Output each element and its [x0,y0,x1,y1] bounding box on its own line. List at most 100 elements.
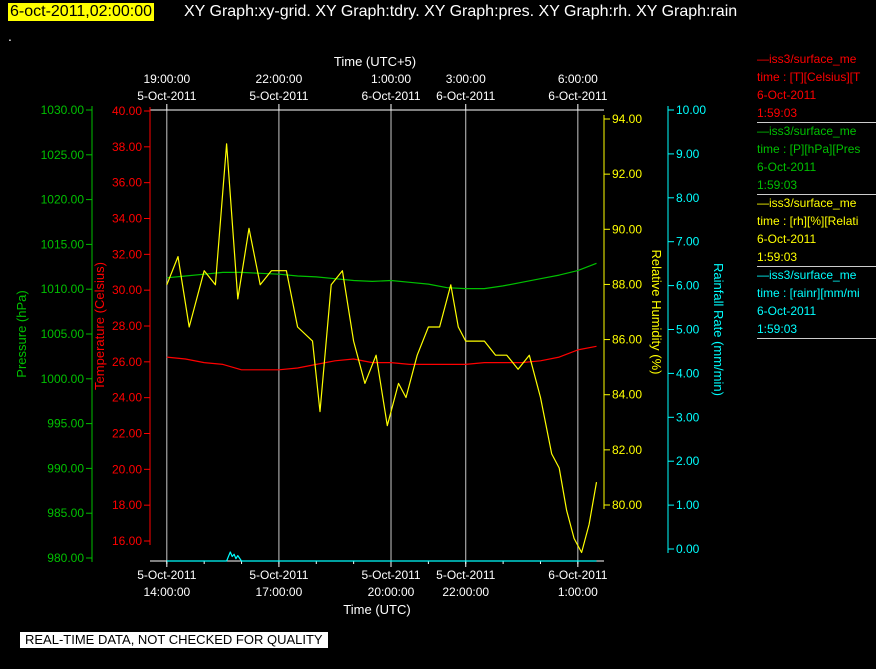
pressure-tick-label: 990.00 [47,461,84,475]
quality-warning-banner: REAL-TIME DATA, NOT CHECKED FOR QUALITY [20,632,328,648]
grid-lines [166,110,579,561]
humidity-tick-label: 92.00 [612,167,642,181]
legend-line: —iss3/surface_me [757,268,857,282]
legend-line: —iss3/surface_me [757,196,857,210]
humidity-tick-label: 80.00 [612,498,642,512]
humidity-tick-label: 86.00 [612,333,642,347]
pressure-tick-label: 1015.00 [41,237,85,251]
rain-series-line [166,551,597,562]
rainfall-tick-label: 5.00 [676,323,700,337]
top-tick-label: 19:00:00 [143,72,190,86]
humidity-axis-label: Relative Humidity (%) [649,250,664,375]
header-dot: . [8,28,12,44]
bottom-tick-label: 6-Oct-2011 [548,568,607,582]
top-tick-label: 6-Oct-2011 [436,89,495,103]
legend-line: 1:59:03 [757,250,798,264]
rainfall-tick-label: 6.00 [676,279,700,293]
pressure-tick-label: 1030.00 [41,103,85,117]
pressure-tick-label: 1000.00 [41,372,85,386]
rainfall-tick-label: 3.00 [676,410,700,424]
bottom-tick-label: 1:00:00 [558,585,598,599]
bottom-tick-label: 5-Oct-2011 [436,568,495,582]
header-graph-list: XY Graph:xy-grid. XY Graph:tdry. XY Grap… [184,3,738,20]
top-tick-label: 22:00:00 [256,72,303,86]
pressure-tick-label: 980.00 [47,551,84,565]
temperature-tick-label: 24.00 [112,391,142,405]
rainfall-tick-label: 10.00 [676,103,706,117]
temperature-tick-label: 40.00 [112,104,142,118]
top-axis-title: Time (UTC+5) [334,54,416,69]
humidity-tick-label: 84.00 [612,388,642,402]
top-tick-label: 3:00:00 [446,72,486,86]
temperature-tick-label: 22.00 [112,427,142,441]
bottom-axis-title: Time (UTC) [343,602,410,617]
rainfall-axis-label: Rainfall Rate (mm/min) [711,263,726,396]
legend-line: 6-Oct-2011 [757,88,817,102]
pressure-tick-label: 985.00 [47,506,84,520]
bottom-tick-label: 5-Oct-2011 [249,568,308,582]
pressure-tick-label: 1020.00 [41,193,85,207]
legend-line: 6-Oct-2011 [757,160,817,174]
temperature-tick-label: 34.00 [112,212,142,226]
rainfall-tick-label: 4.00 [676,366,700,380]
top-tick-label: 6:00:00 [558,72,598,86]
pressure-tick-label: 995.00 [47,417,84,431]
bottom-tick-label: 14:00:00 [143,585,190,599]
humidity-tick-label: 90.00 [612,222,642,236]
legend-line: 1:59:03 [757,178,798,192]
rainfall-tick-label: 9.00 [676,147,700,161]
temperature-tick-label: 36.00 [112,176,142,190]
legend-entry-temperature[interactable]: —iss3/surface_me time : [T][Celsius][T 6… [757,50,876,123]
legend-line: 6-Oct-2011 [757,232,817,246]
legend-line: 1:59:03 [757,106,798,120]
temperature-tick-label: 20.00 [112,462,142,476]
data-series [166,143,598,562]
temperature-axis-label: Temperature (Celsius) [92,262,107,390]
legend-entry-pressure[interactable]: —iss3/surface_me time : [P][hPa][Pres 6-… [757,122,876,195]
rainfall-tick-label: 7.00 [676,235,700,249]
humidity-series-line [166,143,598,554]
temperature-tick-label: 26.00 [112,355,142,369]
rainfall-tick-label: 2.00 [676,454,700,468]
axes: 5-Oct-2011 14:00:00 19:00:00 5-Oct-2011 5-Oc… [14,72,726,599]
temperature-tick-label: 32.00 [112,247,142,261]
temperature-tick-label: 30.00 [112,283,142,297]
legend-line: —iss3/surface_me [757,124,857,138]
top-tick-label: 6-Oct-2011 [548,89,607,103]
pressure-tick-label: 1010.00 [41,282,85,296]
pressure-tick-label: 1025.00 [41,148,85,162]
bottom-tick-label: 20:00:00 [368,585,415,599]
pressure-tick-label: 1005.00 [41,327,85,341]
top-tick-label: 1:00:00 [371,72,411,86]
bottom-tick-label: 17:00:00 [256,585,303,599]
top-tick-label: 5-Oct-2011 [137,89,196,103]
temperature-tick-label: 28.00 [112,319,142,333]
bottom-tick-label: 22:00:00 [442,585,489,599]
legend-entry-humidity[interactable]: —iss3/surface_me time : [rh][%][Relati 6… [757,194,876,267]
rainfall-tick-label: 1.00 [676,498,700,512]
legend-line: time : [rh][%][Relati [757,214,859,228]
legend-line: time : [P][hPa][Pres [757,142,861,156]
temperature-tick-label: 38.00 [112,140,142,154]
header-datetime: 6-oct-2011,02:00:00 [8,3,155,21]
pressure-axis-label: Pressure (hPa) [14,290,29,377]
rainfall-tick-label: 8.00 [676,191,700,205]
legend-line: 1:59:03 [757,322,798,336]
humidity-tick-label: 88.00 [612,277,642,291]
temperature-tick-label: 18.00 [112,498,142,512]
bottom-tick-label: 5-Oct-2011 [137,568,196,582]
top-tick-label: 6-Oct-2011 [361,89,420,103]
legend-line: time : [rainr][mm/mi [757,286,860,300]
legend-line: —iss3/surface_me [757,52,857,66]
humidity-tick-label: 94.00 [612,112,642,126]
humidity-tick-label: 82.00 [612,443,642,457]
legend-line: time : [T][Celsius][T [757,70,861,84]
rainfall-tick-label: 0.00 [676,542,700,556]
pressure-series-line [166,262,597,290]
bottom-tick-label: 5-Oct-2011 [361,568,420,582]
legend-entry-rainfall[interactable]: —iss3/surface_me time : [rainr][mm/mi 6-… [757,266,876,339]
temperature-series-line [166,345,597,371]
legend-line: 6-Oct-2011 [757,304,817,318]
temperature-tick-label: 16.00 [112,534,142,548]
